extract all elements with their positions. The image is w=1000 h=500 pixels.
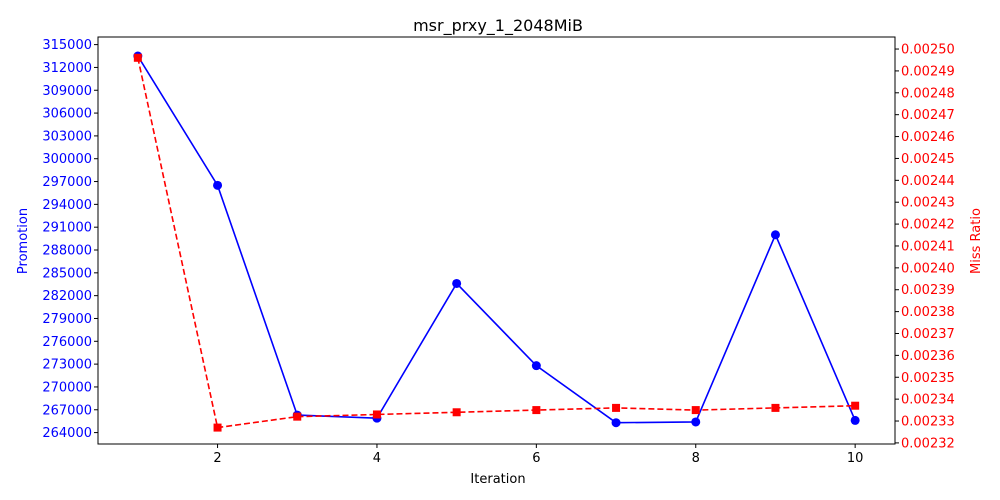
right-y-tick-label: 0.00249 [901,64,955,79]
right-y-tick-label: 0.00234 [901,393,955,408]
left-y-tick-label: 285000 [42,266,92,281]
right-y-tick-label: 0.00236 [901,349,955,364]
right-y-tick-label: 0.00232 [901,436,955,451]
x-tick-label: 8 [692,451,700,466]
right-axis-label: Miss Ratio [969,208,984,274]
promotion-point [770,230,780,240]
left-y-tick-label: 306000 [42,107,92,122]
x-tick-label: 4 [373,451,381,466]
left-y-tick-label: 291000 [42,221,92,236]
left-axis-label: Promotion [16,208,31,274]
right-y-tick-label: 0.00233 [901,415,955,430]
right-y-tick-label: 0.00240 [901,261,955,276]
x-tick-label: 10 [847,451,864,466]
right-y-tick-label: 0.00243 [901,196,955,211]
left-y-tick-label: 297000 [42,175,92,190]
right-y-tick-label: 0.00237 [901,327,955,342]
left-y-tick-label: 312000 [42,61,92,76]
right-y-tick-label: 0.00250 [901,43,955,58]
miss-ratio-series-line [137,57,856,429]
miss-ratio-point [133,53,142,62]
promotion-series-line [137,55,856,424]
left-y-tick-label: 270000 [42,380,92,395]
right-y-tick-label: 0.00248 [901,86,955,101]
x-tick-label: 6 [532,451,540,466]
miss-ratio-point [372,410,381,419]
promotion-point [213,180,223,190]
left-y-tick-label: 300000 [42,152,92,167]
right-y-tick-label: 0.00244 [901,174,955,189]
x-tick-label: 2 [213,451,221,466]
miss-ratio-point [612,403,621,412]
right-y-tick-label: 0.00241 [901,239,955,254]
left-y-tick-label: 273000 [42,358,92,373]
miss-ratio-point [691,406,700,415]
chart-title: msr_prxy_1_2048MiB [413,16,583,36]
promotion-point [691,417,701,427]
left-y-tick-label: 294000 [42,198,92,213]
miss-ratio-point [213,423,222,432]
miss-ratio-point [532,406,541,415]
right-y-tick-label: 0.00247 [901,108,955,123]
left-y-tick-label: 282000 [42,289,92,304]
left-y-tick-label: 288000 [42,244,92,259]
plot-area: 2 4 6 8 10 264000 267000 270000 273000 276000 2790… [42,36,955,466]
right-y-tick-label: 0.00239 [901,283,955,298]
miss-ratio-point [771,403,780,412]
promotion-point [531,361,541,371]
promotion-point [452,278,462,288]
right-y-tick-label: 0.00246 [901,130,955,145]
promotion-point [611,418,621,428]
left-y-tick-label: 267000 [42,403,92,418]
miss-ratio-point [452,408,461,417]
right-y-tick-label: 0.00235 [901,371,955,386]
right-y-tick-label: 0.00238 [901,305,955,320]
left-y-tick-label: 276000 [42,335,92,350]
left-y-tick-label: 264000 [42,426,92,441]
miss-ratio-point [293,412,302,421]
left-y-tick-label: 279000 [42,312,92,327]
right-y-tick-label: 0.00245 [901,152,955,167]
plot-frame [97,36,896,445]
right-y-tick-label: 0.00242 [901,218,955,233]
left-y-tick-label: 309000 [42,84,92,99]
promotion-point [850,415,860,425]
miss-ratio-point [851,401,860,410]
left-y-tick-label: 315000 [42,38,92,53]
x-axis-label: Iteration [470,472,525,487]
left-y-tick-label: 303000 [42,129,92,144]
